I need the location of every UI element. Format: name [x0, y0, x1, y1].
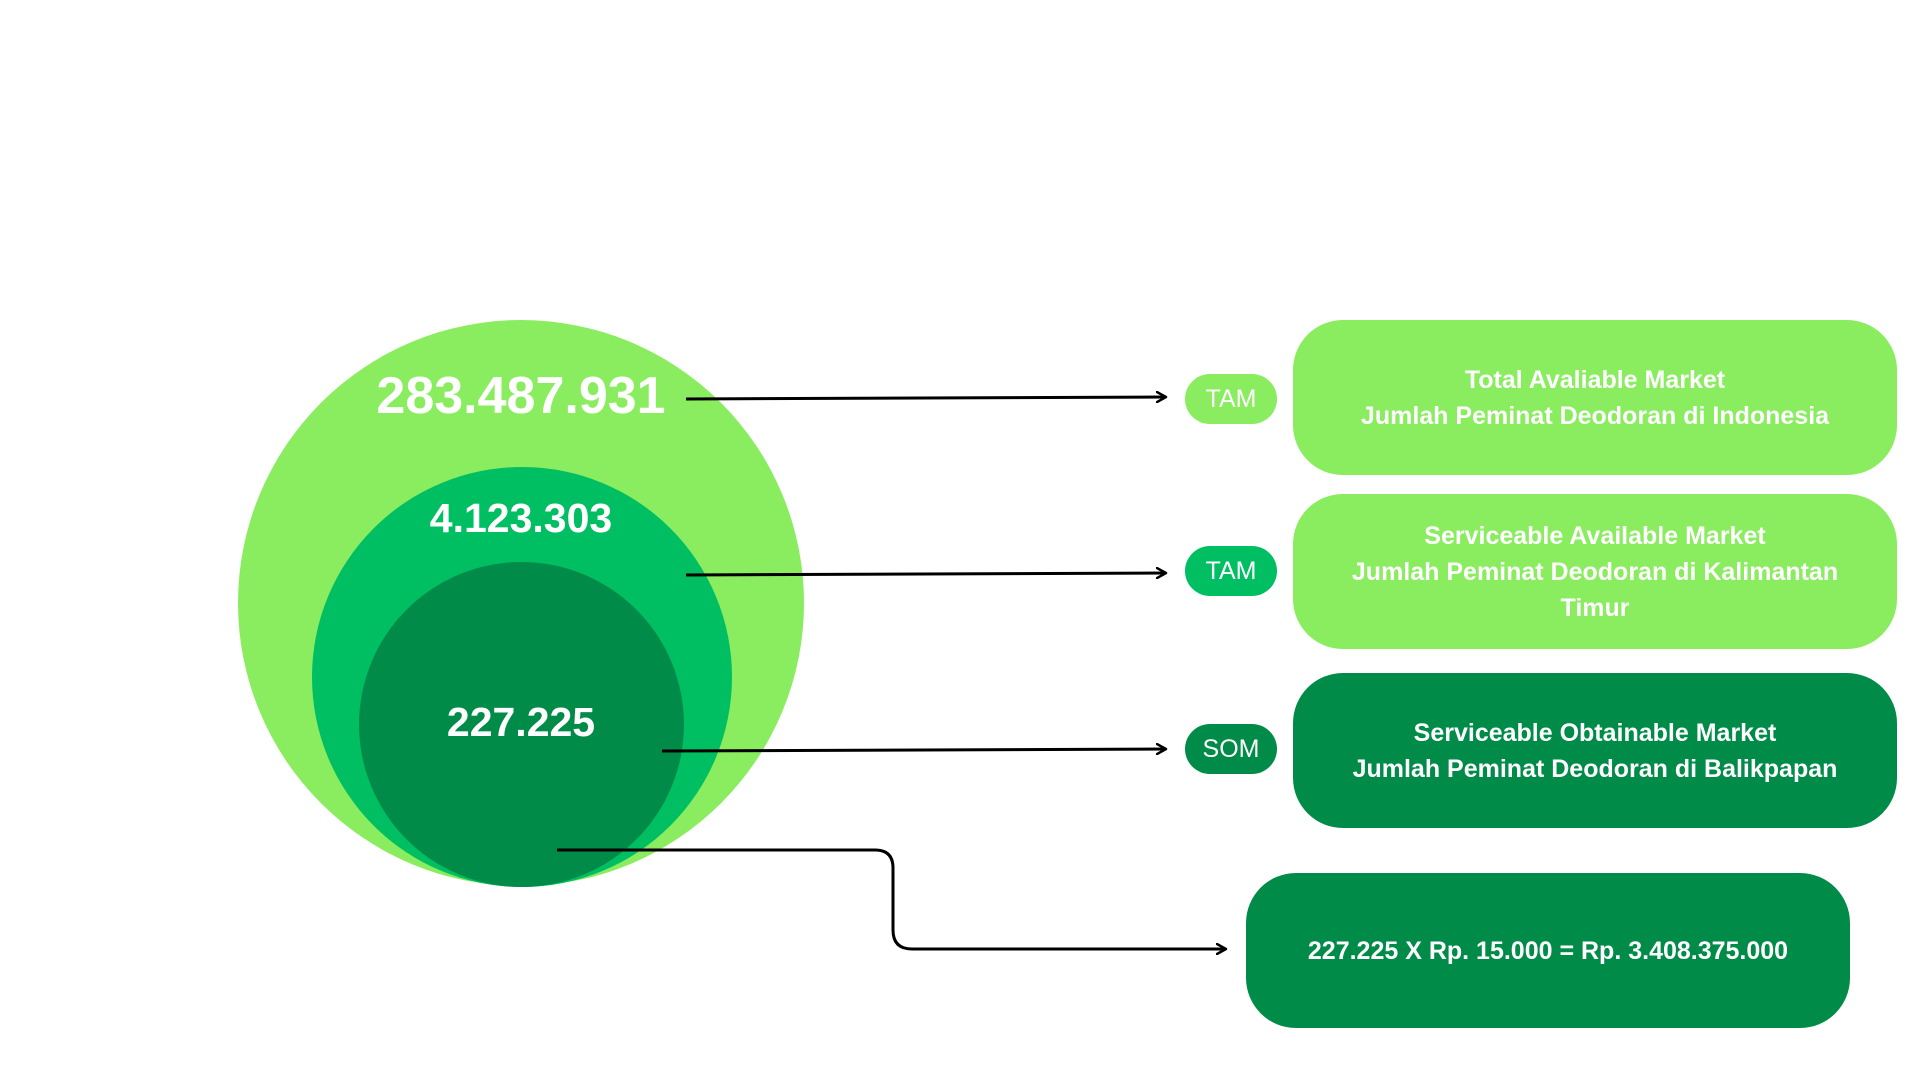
sam-description-box: Serviceable Available Market Jumlah Pemi…	[1293, 494, 1897, 649]
calculation-box: 227.225 X Rp. 15.000 = Rp. 3.408.375.000	[1246, 873, 1850, 1028]
sam-box-subtitle: Jumlah Peminat Deodoran di Kalimantan Ti…	[1351, 557, 1839, 622]
som-value: 227.225	[446, 699, 596, 745]
som-box-title: Serviceable Obtainable Market	[1413, 718, 1777, 747]
som-tag: SOM	[1185, 724, 1277, 774]
som-description-box: Serviceable Obtainable Market Jumlah Pem…	[1293, 673, 1897, 828]
tam-box-title: Total Avaliable Market	[1464, 365, 1726, 394]
tam-value: 283.487.931	[376, 367, 666, 425]
tam-tag: TAM	[1185, 374, 1277, 424]
tam-description-box: Total Avaliable Market Jumlah Peminat De…	[1293, 320, 1897, 475]
sam-tag: TAM	[1185, 546, 1277, 596]
sam-arrow	[685, 573, 1166, 575]
calculation-arrow	[557, 848, 1226, 949]
tam-box-subtitle: Jumlah Peminat Deodoran di Indonesia	[1360, 401, 1830, 430]
sam-box-title: Serviceable Available Market	[1424, 521, 1766, 550]
som-circle	[359, 562, 684, 887]
som-box-subtitle: Jumlah Peminat Deodoran di Balikpapan	[1352, 754, 1838, 783]
sam-value: 4.123.303	[429, 495, 613, 541]
tam-arrow	[685, 397, 1166, 399]
som-arrow	[661, 749, 1166, 751]
calculation-text: 227.225 X Rp. 15.000 = Rp. 3.408.375.000	[1307, 936, 1789, 965]
